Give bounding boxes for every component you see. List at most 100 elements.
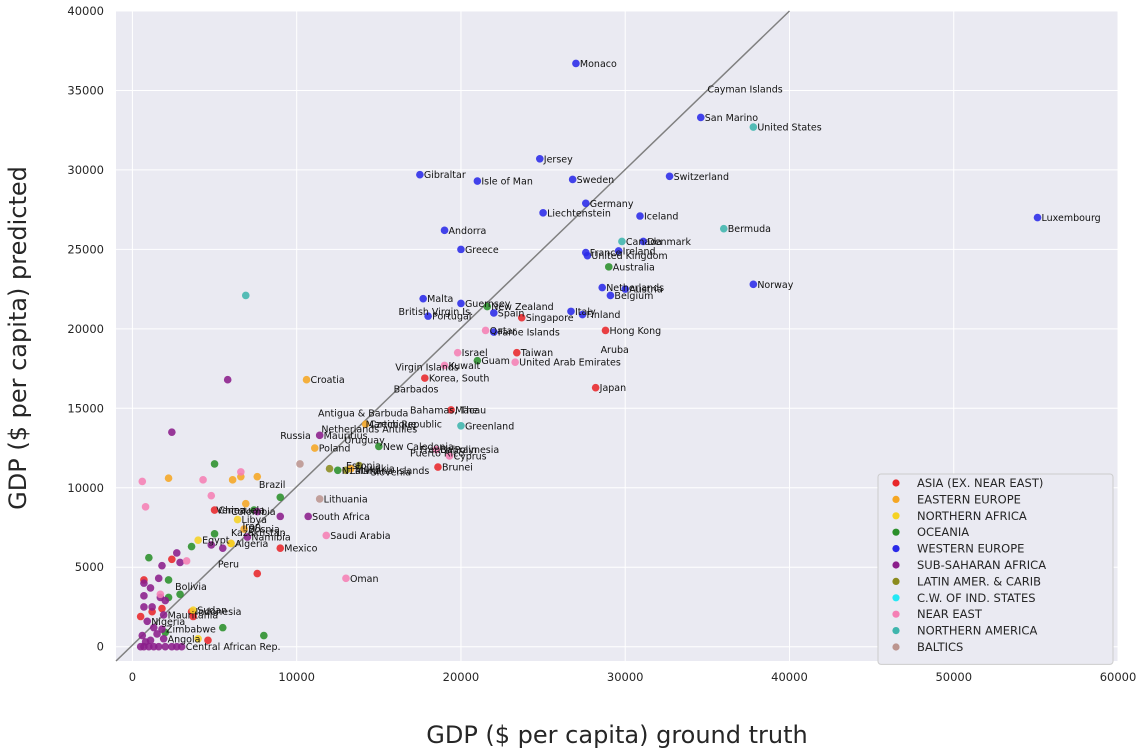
point-label: South Africa [312,512,370,523]
data-point [276,512,285,521]
annotation-label: Colombia [231,507,276,518]
annotation-label: Aruba [601,345,629,356]
data-point [639,237,648,246]
data-point [260,631,268,640]
point-label: New Zealand [491,302,553,313]
data-point [535,154,544,163]
point-label: China [219,506,246,517]
point-label: Spain [498,308,525,319]
point-label: Kuwait [449,361,481,372]
data-point [457,245,465,254]
data-point [241,291,250,300]
legend-marker [892,545,900,553]
data-point [453,348,462,357]
point-label: Lithuania [324,494,368,505]
data-point [159,611,168,619]
data-point [749,123,758,131]
data-point [207,541,216,549]
data-point [416,170,424,179]
data-point [218,623,227,632]
data-point [164,576,173,584]
data-point [440,226,449,235]
data-point [136,612,145,621]
point-label: Czech Republic [370,420,442,431]
data-point [228,476,237,484]
annotation-label: Russia [280,431,311,442]
data-point [424,312,432,320]
point-label: Jersey [543,154,573,165]
point-label: Denmark [647,237,691,248]
point-label: New Caledonia [383,442,454,453]
annotation-label: Peru [218,560,239,571]
annotation-label: Slovenia [371,467,411,478]
data-point [276,544,285,552]
annotation-label: Uruguay [344,436,385,447]
legend-entry: C.W. OF IND. STATES [917,591,1036,605]
data-point [490,309,498,317]
data-point [194,634,202,643]
data-point [172,549,181,557]
legend-marker [892,610,900,618]
x-tick-label: 10000 [278,670,315,684]
point-label: Sudan [197,606,227,617]
point-label: Oman [350,574,379,585]
annotation-label: Virgin Islands [395,362,459,373]
data-point [243,533,252,541]
data-point [233,515,242,524]
data-point [140,603,148,611]
data-point [161,596,170,605]
y-tick-label: 10000 [67,481,104,495]
data-point [302,375,311,384]
point-label: Bahrain [440,445,477,456]
data-point [342,574,350,583]
x-tick-label: 60000 [1100,670,1137,684]
annotation-label: Bolivia [175,582,207,593]
data-point [719,224,728,233]
data-point [146,636,155,645]
y-tick-label: 35000 [67,83,104,97]
data-point [253,472,262,481]
point-label: Portugal [432,312,471,323]
data-point [572,59,580,68]
point-label: Libya [242,515,267,526]
point-label: Netherlands [606,283,664,294]
legend-box [877,473,1114,665]
legend-entry: LATIN AMER. & CARIB [917,574,1041,588]
point-label: Iceland [644,212,678,223]
point-label: Austria [629,285,663,296]
data-point [159,634,168,643]
data-point [189,606,198,614]
legend-entry: SUB-SAHARAN AFRICA [917,558,1046,572]
data-point [189,612,198,621]
data-point [539,209,547,217]
data-point [210,460,219,468]
point-label: Algeria [235,539,268,550]
point-label: Macau [455,405,486,416]
point-label: Cyprus [453,451,486,462]
reference-line [115,10,790,662]
data-point [583,251,592,260]
data-point [310,444,319,452]
point-label: Monaco [580,59,617,70]
data-points [136,59,1042,651]
data-point [419,294,427,303]
data-point [149,623,158,632]
point-label: Mauritius [324,431,368,442]
data-point [199,476,207,484]
y-tick-label: 25000 [67,242,104,256]
data-point [161,642,170,651]
point-label: Canada [626,237,662,248]
tick-labels: 0 10000 20000 30000 40000 50000 60000 0 5000 1000… [67,4,1136,684]
legend-marker [892,495,900,503]
data-point [445,452,454,460]
data-point [210,530,219,538]
annotation-label: Barbados [394,385,439,396]
legend-entry: NORTHERN AFRICA [917,509,1027,523]
point-label: Hong Kong [610,326,662,337]
legend-marker [892,512,900,520]
data-point [598,283,607,292]
point-label: Guam [481,356,509,367]
point-label: United States [757,123,821,134]
x-axis-title: GDP ($ per capita) ground truth [426,721,808,749]
